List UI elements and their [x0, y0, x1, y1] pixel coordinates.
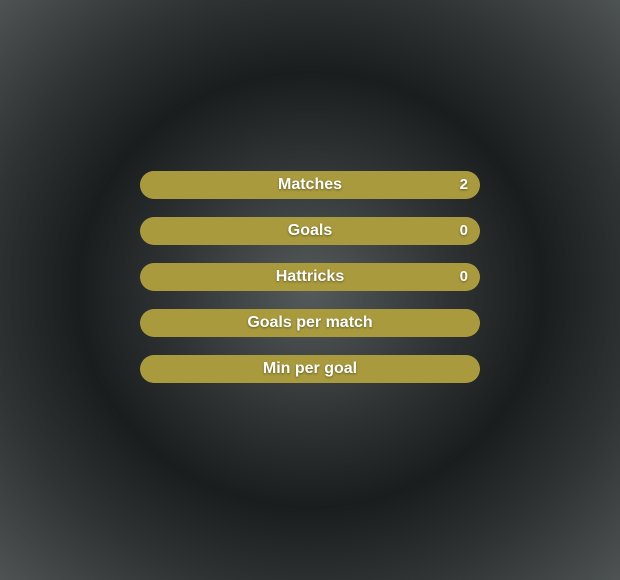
stat-row: 0Hattricks [140, 263, 480, 291]
stat-row: Min per goal [140, 355, 480, 383]
stat-label: Matches [140, 176, 480, 194]
stat-label: Goals per match [140, 314, 480, 332]
stat-label: Hattricks [140, 268, 480, 286]
stat-row: 0Goals [140, 217, 480, 245]
stat-row: Goals per match [140, 309, 480, 337]
stat-label: Min per goal [140, 360, 480, 378]
stat-label: Goals [140, 222, 480, 240]
stat-row: 2Matches [140, 171, 480, 199]
